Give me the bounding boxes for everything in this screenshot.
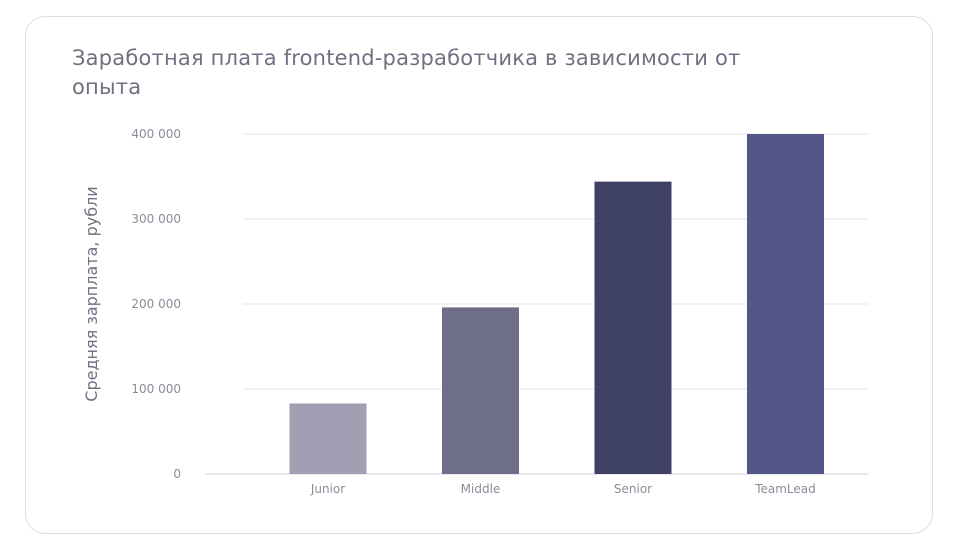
x-tick-label: Junior [310, 482, 345, 496]
bar-middle [442, 307, 519, 474]
x-tick-label: TeamLead [754, 482, 816, 496]
bar-teamlead [747, 134, 824, 474]
y-tick-label: 400 000 [131, 127, 181, 141]
x-tick-labels: Junior Middle Senior TeamLead [310, 482, 816, 496]
y-tick-label: 300 000 [131, 212, 181, 226]
bars [289, 134, 824, 474]
chart-title: Заработная плата frontend-разработчика в… [72, 46, 741, 99]
y-tick-label: 100 000 [131, 382, 181, 396]
x-tick-label: Senior [614, 482, 652, 496]
y-axis-label: Средняя зарплата, рубли [82, 186, 101, 401]
x-tick-label: Middle [461, 482, 501, 496]
y-tick-label: 0 [173, 467, 181, 481]
y-tick-label: 200 000 [131, 297, 181, 311]
y-tick-labels: 0 100 000 200 000 300 000 400 000 [131, 127, 181, 481]
bar-senior [594, 181, 672, 474]
bar-junior [289, 403, 367, 474]
